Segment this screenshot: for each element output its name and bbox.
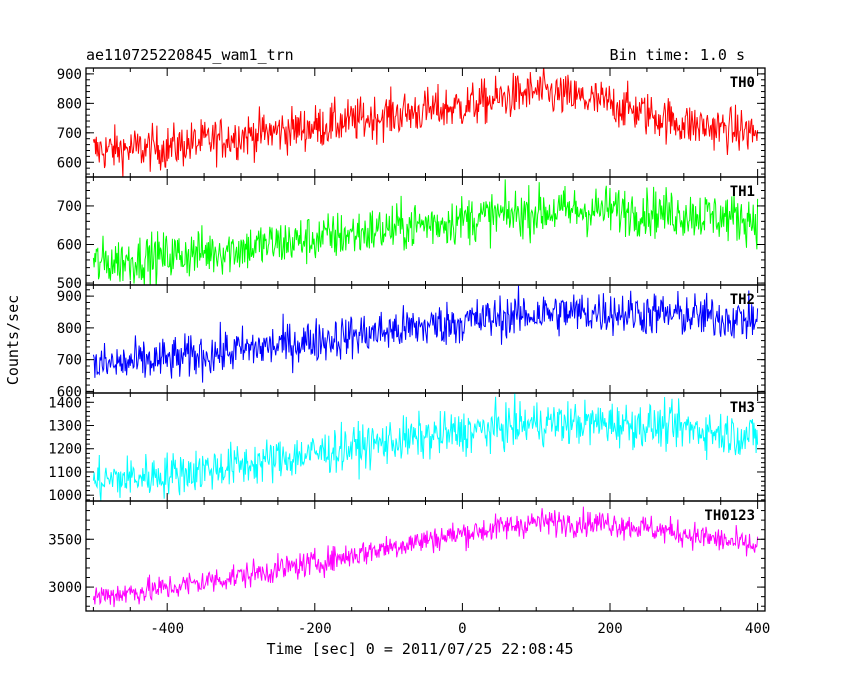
series-label-th3: TH3 (730, 400, 755, 416)
x-tick-label: 0 (458, 621, 466, 637)
y-tick-label: 900 (57, 67, 82, 83)
series-line-th2 (92, 285, 759, 383)
x-axis-label: Time [sec] 0 = 2011/07/25 22:08:45 (266, 640, 573, 658)
y-tick-label: 700 (57, 353, 82, 369)
series-line-th0123 (92, 506, 759, 608)
panel-frame (85, 500, 766, 612)
x-tick-label: 200 (597, 621, 622, 637)
x-axis: -400 -200 0 200 400 (150, 621, 770, 637)
y-tick-label: 800 (57, 321, 82, 337)
y-tick-label: 1100 (48, 465, 82, 481)
y-tick-label: 600 (57, 155, 82, 171)
y-tick-label: 1300 (48, 419, 82, 435)
series-line-th0 (92, 68, 759, 177)
series-label-th0: TH0 (730, 75, 755, 91)
panel-th0123: 3000 3500 TH0123 (48, 500, 766, 612)
chart-title-source: ae110725220845_wam1_trn (86, 46, 294, 64)
y-axis-label: Counts/sec (4, 295, 22, 385)
y-tick-label: 1400 (48, 395, 82, 411)
panel-th0: 600 700 800 900 TH0 (57, 67, 766, 178)
x-tick-label: -400 (150, 621, 184, 637)
series-label-th0123: TH0123 (704, 508, 755, 524)
y-tick-label: 700 (57, 199, 82, 215)
y-tick-label: 700 (57, 126, 82, 142)
y-tick-label: 3000 (48, 580, 82, 596)
y-tick-label: 600 (57, 384, 82, 400)
y-tick-label: 900 (57, 289, 82, 305)
y-tick-label: 500 (57, 276, 82, 292)
panel-frame (85, 176, 766, 286)
y-tick-label: 1200 (48, 442, 82, 458)
panel-th1: 500 600 700 TH1 (57, 176, 766, 292)
x-tick-label: 400 (745, 621, 770, 637)
panel-th3: 1000 1100 1200 1300 1400 TH3 (48, 392, 766, 504)
series-label-th2: TH2 (730, 292, 755, 308)
bin-time-label: Bin time: 1.0 s (610, 46, 745, 64)
panel-th2: 600 700 800 900 TH2 (57, 284, 766, 400)
series-line-th3 (92, 393, 759, 501)
series-label-th1: TH1 (730, 184, 755, 200)
panels-group: 600 700 800 900 TH0 500 600 700 TH1 600 700 800 900 T… (48, 67, 766, 612)
y-tick-label: 1000 (48, 488, 82, 504)
x-tick-label: -200 (298, 621, 332, 637)
y-tick-label: 3500 (48, 532, 82, 548)
y-tick-label: 600 (57, 238, 82, 254)
series-line-th1 (92, 179, 759, 285)
y-tick-label: 800 (57, 96, 82, 112)
